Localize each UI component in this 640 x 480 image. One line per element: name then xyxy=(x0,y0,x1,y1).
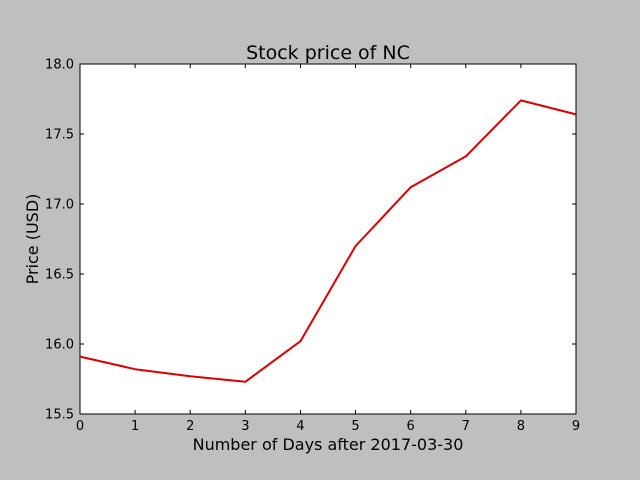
x-tick-label: 0 xyxy=(76,419,84,434)
x-tick-label: 9 xyxy=(572,419,580,434)
x-tick-label: 3 xyxy=(241,419,249,434)
x-tick-label: 8 xyxy=(517,419,525,434)
y-tick-label: 17.5 xyxy=(45,128,74,143)
y-tick-label: 16.0 xyxy=(45,338,74,353)
y-tick-label: 18.0 xyxy=(45,58,74,73)
x-axis-label: Number of Days after 2017-03-30 xyxy=(193,435,464,454)
y-tick-label: 17.0 xyxy=(45,198,74,213)
x-tick-label: 4 xyxy=(296,419,304,434)
x-tick-label: 6 xyxy=(407,419,415,434)
x-tick-label: 1 xyxy=(131,419,139,434)
plot-area xyxy=(80,64,576,414)
y-tick-label: 16.5 xyxy=(45,268,74,283)
x-tick-label: 7 xyxy=(462,419,470,434)
y-axis-label: Price (USD) xyxy=(23,194,42,285)
chart-title: Stock price of NC xyxy=(246,42,410,64)
x-tick-label: 5 xyxy=(351,419,359,434)
x-tick-label: 2 xyxy=(186,419,194,434)
y-tick-label: 15.5 xyxy=(45,408,74,423)
